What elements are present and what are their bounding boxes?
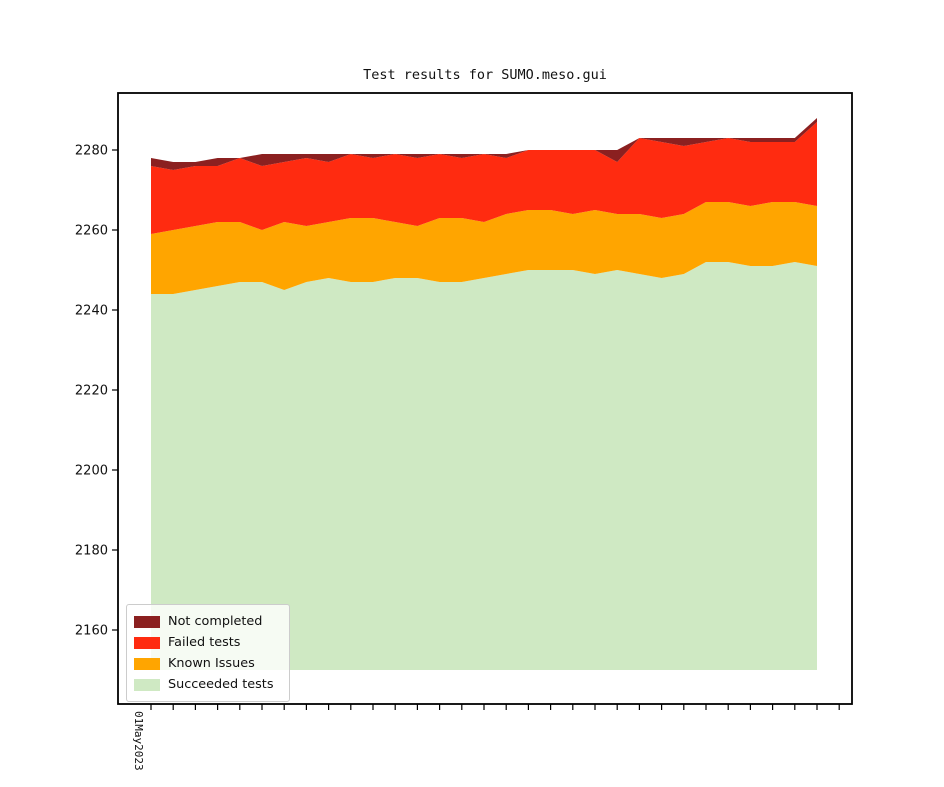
y-tick-label: 2220 — [75, 384, 108, 399]
legend-item-failed-tests: Failed tests — [134, 632, 281, 653]
area-known-issues — [151, 202, 817, 294]
legend-label: Known Issues — [168, 656, 255, 671]
chart-title: Test results for SUMO.meso.gui — [363, 67, 607, 83]
y-tick-label: 2180 — [75, 544, 108, 559]
legend-label: Failed tests — [168, 635, 241, 650]
legend-label: Succeeded tests — [168, 677, 274, 692]
legend-item-succeeded-tests: Succeeded tests — [134, 674, 281, 695]
legend: Not completed Failed tests Known Issues … — [126, 604, 290, 702]
area-succeeded-tests — [151, 262, 817, 670]
legend-label: Not completed — [168, 614, 263, 629]
y-tick-label: 2260 — [75, 224, 108, 239]
known-issues-swatch-icon — [134, 657, 160, 670]
legend-item-not-completed: Not completed — [134, 611, 281, 632]
x-tick-label: 01May2023 — [132, 711, 145, 771]
y-tick-label: 2160 — [75, 624, 108, 639]
y-tick-label: 2200 — [75, 464, 108, 479]
succeeded-tests-swatch-icon — [134, 678, 160, 691]
y-tick-label: 2280 — [75, 144, 108, 159]
legend-item-known-issues: Known Issues — [134, 653, 281, 674]
area-failed-tests — [151, 122, 817, 234]
not-completed-swatch-icon — [134, 615, 160, 628]
plot-border — [117, 92, 853, 705]
area-not-completed — [151, 118, 817, 170]
failed-tests-swatch-icon — [134, 636, 160, 649]
y-tick-label: 2240 — [75, 304, 108, 319]
